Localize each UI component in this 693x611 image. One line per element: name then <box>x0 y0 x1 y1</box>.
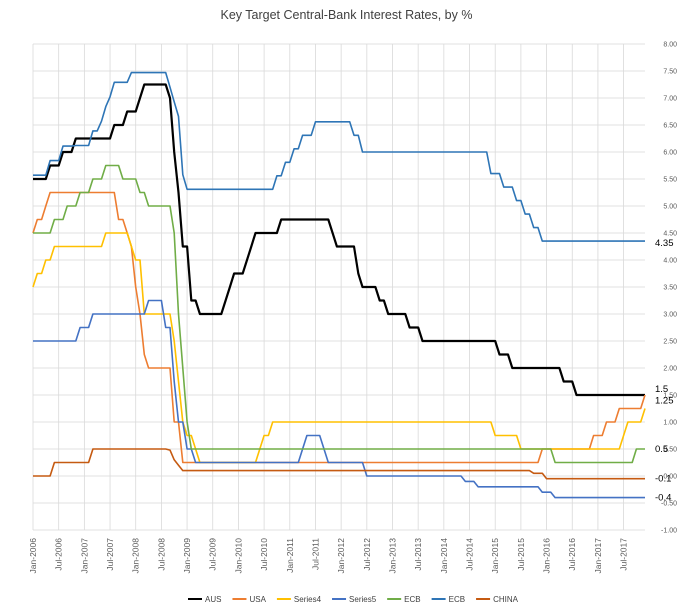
end-label-series5-3: -0.4 <box>655 493 671 504</box>
end-label-china-6: -0.1 <box>655 474 671 485</box>
y-tick-label-4: 1.00 <box>663 420 677 427</box>
y-tick-label-11: 4.50 <box>663 231 677 238</box>
x-tick-label-22: Jan-2017 <box>593 538 603 574</box>
y-tick-label-5: 1.50 <box>663 393 677 400</box>
y-tick-label-8: 3.00 <box>663 312 677 319</box>
legend-label-5: ECB <box>449 595 465 604</box>
end-label-aus-0: 1.5 <box>655 384 668 395</box>
series-lines <box>32 71 646 499</box>
x-tick-label-11: Jul-2011 <box>310 538 320 570</box>
series-line-series5-3 <box>33 299 645 499</box>
y-tick-label-0: -1.00 <box>661 528 677 535</box>
y-axis-ticks: -1.00 -0.50 0.00 0.50 1.00 1.50 2.00 2.50 3.00 3.… <box>661 42 677 535</box>
y-tick-label-18: 8.00 <box>663 42 677 49</box>
x-axis-ticks: Jan-2006 Jul-2006 Jan-2007 Jul-2007 Jan-2008… <box>28 538 629 574</box>
y-tick-label-15: 6.50 <box>663 123 677 130</box>
y-tick-label-16: 7.00 <box>663 96 677 103</box>
y-tick-label-12: 5.00 <box>663 204 677 211</box>
legend-label-3: Series5 <box>349 595 377 604</box>
x-tick-label-10: Jan-2011 <box>285 538 295 573</box>
x-tick-label-18: Jan-2015 <box>490 538 500 574</box>
series-line-ecb-5 <box>33 71 645 242</box>
series-line-ecb-4 <box>33 164 645 464</box>
x-tick-label-7: Jul-2009 <box>208 538 218 571</box>
x-tick-label-12: Jan-2012 <box>336 538 346 574</box>
legend-label-0: AUS <box>205 595 221 604</box>
end-label-series4-2: 1.25 <box>655 396 674 407</box>
y-tick-label-6: 2.00 <box>663 366 677 373</box>
series-line-series4-2 <box>32 232 646 464</box>
end-label-ecb-4: 0.5 <box>655 444 668 455</box>
y-tick-label-7: 2.50 <box>663 339 677 346</box>
x-tick-label-5: Jul-2008 <box>156 538 166 571</box>
y-tick-label-17: 7.50 <box>663 69 677 76</box>
y-tick-label-13: 5.50 <box>663 177 677 184</box>
x-tick-label-6: Jan-2009 <box>182 538 192 574</box>
legend-label-2: Series4 <box>294 595 322 604</box>
series-line-aus-0 <box>33 83 645 397</box>
x-tick-label-3: Jul-2007 <box>105 538 115 571</box>
y-tick-label-9: 3.50 <box>663 285 677 292</box>
x-tick-label-16: Jan-2014 <box>439 538 449 574</box>
x-tick-label-2: Jan-2007 <box>79 538 89 574</box>
series-line-china-6 <box>33 448 645 480</box>
y-tick-label-3: 0.50 <box>663 447 677 454</box>
x-tick-label-15: Jul-2013 <box>413 538 423 571</box>
end-label-ecb-5: 4.35 <box>655 238 674 249</box>
x-tick-label-23: Jul-2017 <box>619 538 629 571</box>
x-tick-label-20: Jan-2016 <box>542 538 552 574</box>
y-tick-label-14: 6.00 <box>663 150 677 157</box>
x-tick-label-17: Jul-2014 <box>465 538 475 571</box>
x-tick-label-1: Jul-2006 <box>54 538 64 571</box>
chart-title: Key Target Central-Bank Interest Rates, … <box>220 8 473 22</box>
x-tick-label-0: Jan-2006 <box>28 538 38 574</box>
y-tick-label-10: 4.00 <box>663 258 677 265</box>
x-tick-label-19: Jul-2015 <box>516 538 526 571</box>
x-tick-label-13: Jul-2012 <box>362 538 372 571</box>
x-tick-label-8: Jan-2010 <box>233 538 243 574</box>
x-tick-label-21: Jul-2016 <box>567 538 577 571</box>
legend-label-1: USA <box>249 595 266 604</box>
end-labels: 1.51.25 -0.4 0.5 4.35 -0.1 <box>655 238 674 504</box>
x-tick-label-14: Jan-2013 <box>387 538 397 574</box>
y-tick-label-2: 0.00 <box>663 474 677 481</box>
legend: AUS USA Series4 Series5 ECB ECB CHINA <box>188 595 519 604</box>
x-tick-label-4: Jan-2008 <box>131 538 141 574</box>
x-tick-label-9: Jul-2010 <box>259 538 269 571</box>
legend-label-4: ECB <box>404 595 420 604</box>
legend-label-6: CHINA <box>493 595 519 604</box>
y-tick-label-1: -0.50 <box>661 501 677 508</box>
